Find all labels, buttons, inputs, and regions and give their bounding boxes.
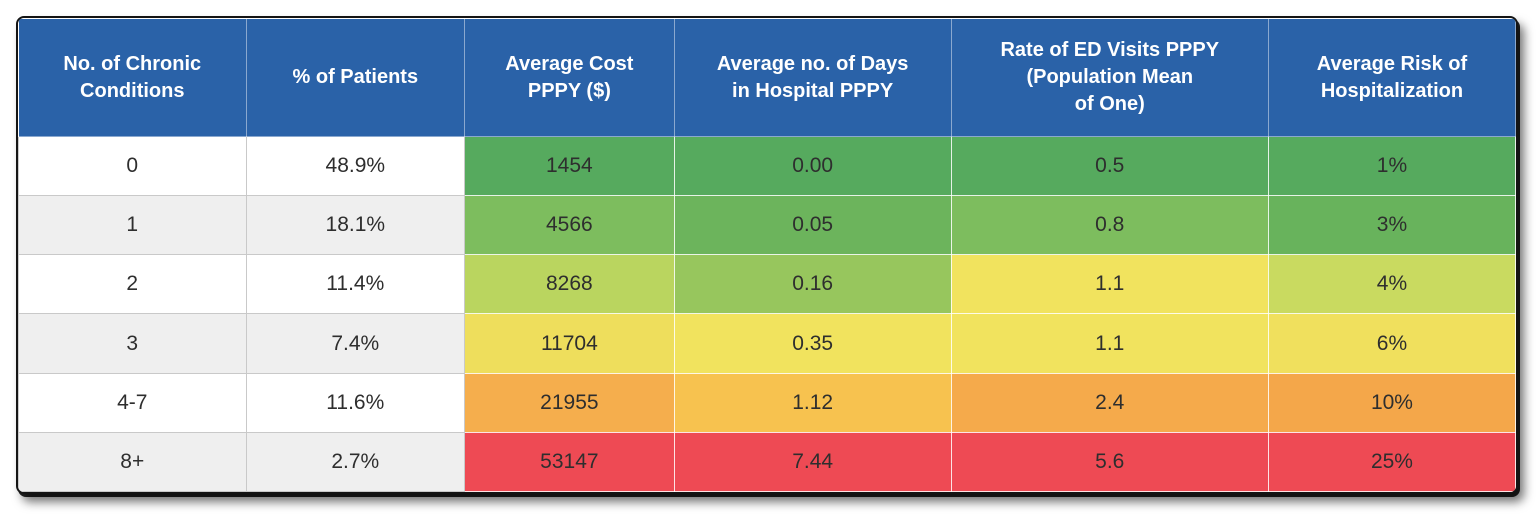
heat-value-cell: 7.44 <box>673 431 952 492</box>
heat-value-cell: 0.8 <box>950 195 1269 256</box>
table-row-2: 2 11.4% 8268 0.16 1.1 4% <box>18 254 1516 315</box>
table-body: 0 48.9% 1454 0.00 0.5 1% 1 18.1% 4566 0.05 0.8 3% 2 1… <box>18 135 1516 492</box>
heat-value-cell: 53147 <box>464 431 675 492</box>
table-row-0: 0 48.9% 1454 0.00 0.5 1% <box>18 135 1516 197</box>
heatmap-table-card: No. of Chronic Conditions% of Patients Av… <box>16 16 1518 494</box>
row-label-cell: 4-7 <box>18 372 247 433</box>
heat-value-cell: 10% <box>1267 372 1516 433</box>
column-header-2: Average Cost PPPY ($) <box>464 18 675 137</box>
table-row-3: 3 7.4% 11704 0.35 1.1 6% <box>18 313 1516 374</box>
heat-value-cell: 1454 <box>464 135 675 197</box>
heat-value-cell: 4% <box>1267 254 1516 315</box>
heat-value-cell: 0.35 <box>673 313 952 374</box>
chronic-conditions-table: No. of Chronic Conditions% of Patients Av… <box>18 18 1516 492</box>
column-header-1: % of Patients <box>245 18 466 137</box>
column-header-5: Average Risk of Hospitalization <box>1267 18 1516 137</box>
row-label-cell: 11.6% <box>245 372 466 433</box>
heat-value-cell: 0.5 <box>950 135 1269 197</box>
heat-value-cell: 8268 <box>464 254 675 315</box>
heat-value-cell: 1.1 <box>950 313 1269 374</box>
heat-value-cell: 21955 <box>464 372 675 433</box>
row-label-cell: 48.9% <box>245 135 466 197</box>
table-header: No. of Chronic Conditions% of Patients Av… <box>18 18 1516 137</box>
row-label-cell: 2.7% <box>245 431 466 492</box>
table-row-5: 8+ 2.7% 53147 7.44 5.6 25% <box>18 431 1516 492</box>
row-label-cell: 2 <box>18 254 247 315</box>
heat-value-cell: 6% <box>1267 313 1516 374</box>
column-header-4: Rate of ED Visits PPPY (Population Mean … <box>950 18 1269 137</box>
column-header-0: No. of Chronic Conditions <box>18 18 247 137</box>
row-label-cell: 7.4% <box>245 313 466 374</box>
table-row-1: 1 18.1% 4566 0.05 0.8 3% <box>18 195 1516 256</box>
row-label-cell: 18.1% <box>245 195 466 256</box>
heat-value-cell: 1.1 <box>950 254 1269 315</box>
row-label-cell: 0 <box>18 135 247 197</box>
heat-value-cell: 4566 <box>464 195 675 256</box>
column-header-3: Average no. of Days in Hospital PPPY <box>673 18 952 137</box>
heat-value-cell: 2.4 <box>950 372 1269 433</box>
heat-value-cell: 1% <box>1267 135 1516 197</box>
heat-value-cell: 0.16 <box>673 254 952 315</box>
row-label-cell: 11.4% <box>245 254 466 315</box>
header-row: No. of Chronic Conditions% of Patients Av… <box>18 18 1516 137</box>
row-label-cell: 8+ <box>18 431 247 492</box>
heat-value-cell: 0.05 <box>673 195 952 256</box>
row-label-cell: 3 <box>18 313 247 374</box>
heat-value-cell: 1.12 <box>673 372 952 433</box>
table-row-4: 4-7 11.6% 21955 1.12 2.4 10% <box>18 372 1516 433</box>
heat-value-cell: 0.00 <box>673 135 952 197</box>
row-label-cell: 1 <box>18 195 247 256</box>
heat-value-cell: 11704 <box>464 313 675 374</box>
heat-value-cell: 25% <box>1267 431 1516 492</box>
heat-value-cell: 5.6 <box>950 431 1269 492</box>
heat-value-cell: 3% <box>1267 195 1516 256</box>
